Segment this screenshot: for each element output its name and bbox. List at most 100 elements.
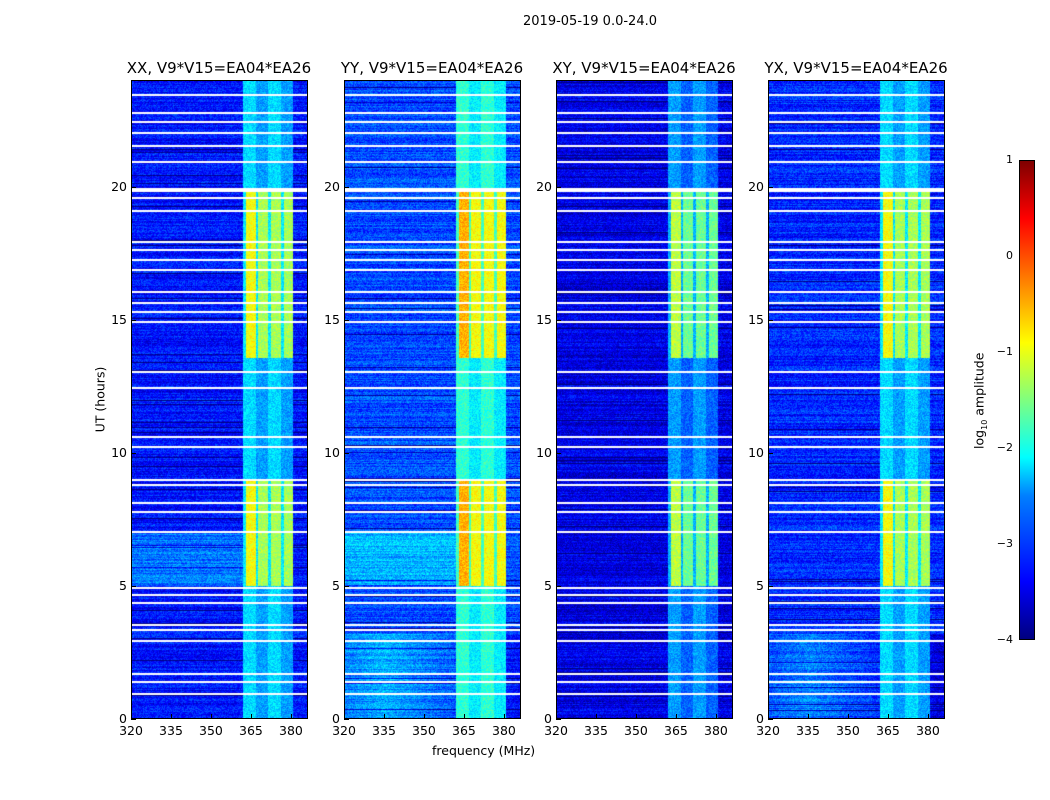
y-tick-label: 10	[748, 444, 764, 460]
heatmap-panel	[556, 80, 733, 719]
panel-title: XX, V9*V15=EA04*EA26	[126, 59, 312, 77]
x-tick-label: 365	[664, 723, 688, 738]
x-tick-label: 320	[119, 723, 143, 738]
x-tick-label: 380	[916, 723, 940, 738]
x-tick-mark	[595, 714, 597, 719]
x-tick-label: 335	[372, 723, 396, 738]
x-tick-label: 350	[199, 723, 223, 738]
y-tick-mark	[344, 319, 349, 321]
heatmap-panel	[768, 80, 945, 719]
x-tick-mark	[715, 714, 717, 719]
y-tick-label: 0	[119, 711, 127, 726]
x-tick-mark	[927, 714, 929, 719]
colorbar-tick-label: −3	[996, 537, 1013, 550]
y-tick-label: 0	[544, 711, 552, 726]
y-axis-label: UT (hours)	[92, 366, 108, 433]
y-tick-mark	[768, 186, 773, 188]
y-tick-mark	[556, 585, 561, 587]
y-tick-mark	[556, 719, 561, 720]
panel-title: YX, V9*V15=EA04*EA26	[764, 59, 948, 77]
x-tick-label: 335	[159, 723, 183, 738]
y-tick-label: 20	[748, 178, 764, 194]
heatmap-panel	[131, 80, 308, 719]
x-tick-label: 335	[584, 723, 608, 738]
y-tick-label: 20	[536, 178, 552, 194]
y-tick-mark	[556, 452, 561, 454]
y-tick-mark	[344, 719, 349, 720]
y-tick-mark	[344, 585, 349, 587]
x-tick-label: 350	[836, 723, 860, 738]
colorbar-tick-label: −2	[996, 441, 1013, 454]
y-tick-label: 15	[324, 311, 340, 327]
x-tick-mark	[210, 714, 212, 719]
x-tick-mark	[383, 714, 385, 719]
x-axis-label: frequency (MHz)	[432, 743, 536, 758]
x-tick-mark	[170, 714, 172, 719]
x-tick-label: 380	[279, 723, 303, 738]
x-tick-label: 380	[704, 723, 728, 738]
colorbar-tick-label: 1	[1006, 153, 1013, 166]
y-tick-mark	[556, 186, 561, 188]
x-tick-mark	[131, 714, 132, 719]
y-tick-label: 5	[119, 577, 127, 593]
x-tick-label: 320	[756, 723, 780, 738]
heatmap-image	[769, 81, 944, 718]
y-tick-mark	[768, 719, 773, 720]
x-tick-label: 365	[876, 723, 900, 738]
colorbar	[1019, 160, 1035, 640]
y-tick-mark	[768, 319, 773, 321]
x-tick-mark	[423, 714, 425, 719]
colorbar-tick-label: 0	[1006, 249, 1013, 262]
x-tick-mark	[290, 714, 292, 719]
y-tick-label: 15	[748, 311, 764, 327]
y-tick-label: 20	[324, 178, 340, 194]
y-tick-label: 10	[111, 444, 127, 460]
y-tick-label: 10	[324, 444, 340, 460]
heatmap-image	[132, 81, 307, 718]
x-tick-label: 380	[492, 723, 516, 738]
y-tick-mark	[556, 319, 561, 321]
heatmap-image	[345, 81, 520, 718]
x-tick-mark	[463, 714, 465, 719]
panel-title: YY, V9*V15=EA04*EA26	[340, 59, 524, 77]
heatmap-panel	[344, 80, 521, 719]
y-tick-label: 10	[536, 444, 552, 460]
colorbar-label: log10 amplitude	[971, 352, 989, 449]
y-tick-mark	[344, 452, 349, 454]
x-tick-label: 350	[624, 723, 648, 738]
x-tick-label: 320	[544, 723, 568, 738]
y-tick-label: 0	[756, 711, 764, 726]
figure-title: 2019-05-19 0.0-24.0	[523, 14, 657, 29]
y-tick-label: 5	[544, 577, 552, 593]
colorbar-tick-label: −4	[996, 633, 1013, 646]
x-tick-mark	[887, 714, 889, 719]
x-tick-label: 365	[239, 723, 263, 738]
y-tick-mark	[131, 319, 136, 321]
x-tick-mark	[768, 714, 769, 719]
colorbar-tick-label: −1	[996, 345, 1013, 358]
x-tick-label: 365	[452, 723, 476, 738]
y-tick-label: 15	[111, 311, 127, 327]
x-tick-mark	[675, 714, 677, 719]
y-tick-label: 5	[332, 577, 340, 593]
x-tick-mark	[635, 714, 637, 719]
y-tick-mark	[768, 585, 773, 587]
x-tick-label: 335	[796, 723, 820, 738]
y-tick-mark	[131, 452, 136, 454]
y-tick-mark	[131, 585, 136, 587]
y-tick-mark	[131, 186, 136, 188]
x-tick-mark	[807, 714, 809, 719]
y-tick-mark	[768, 452, 773, 454]
x-tick-mark	[847, 714, 849, 719]
x-tick-label: 350	[412, 723, 436, 738]
heatmap-image	[557, 81, 732, 718]
panel-title: XY, V9*V15=EA04*EA26	[552, 59, 736, 77]
x-tick-mark	[344, 714, 345, 719]
y-tick-mark	[131, 719, 136, 720]
x-tick-mark	[556, 714, 557, 719]
y-tick-label: 5	[756, 577, 764, 593]
x-tick-mark	[250, 714, 252, 719]
y-tick-label: 0	[332, 711, 340, 726]
y-tick-label: 15	[536, 311, 552, 327]
y-tick-mark	[344, 186, 349, 188]
